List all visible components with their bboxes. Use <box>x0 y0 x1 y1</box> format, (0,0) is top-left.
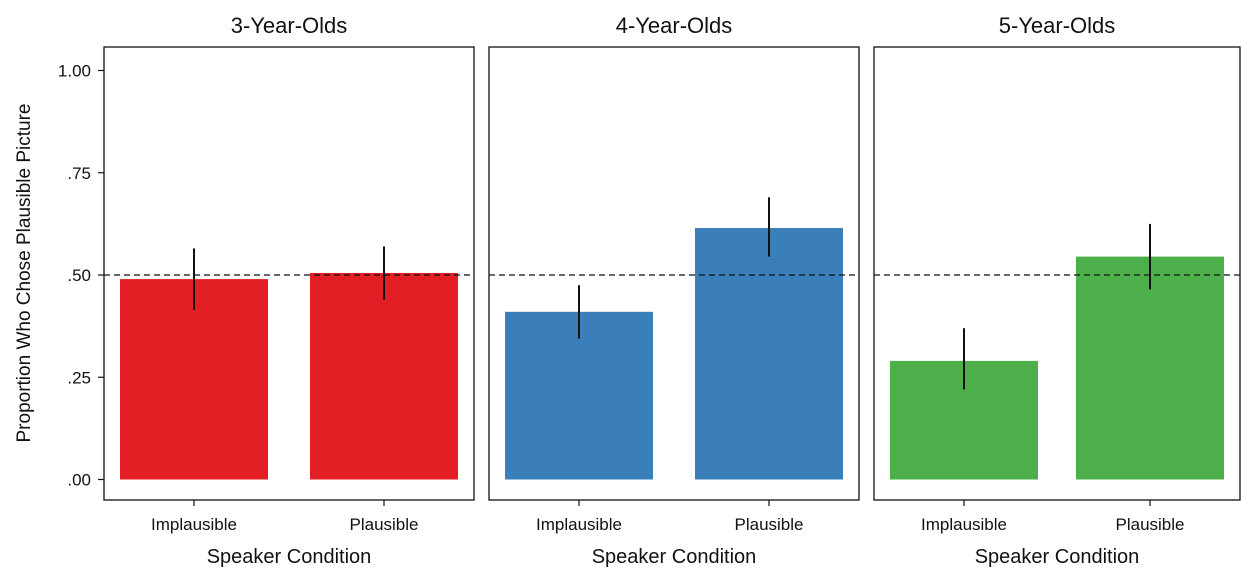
y-tick-label: 1.00 <box>58 62 91 81</box>
y-axis-title: Proportion Who Chose Plausible Picture <box>14 103 35 442</box>
y-tick-label: .00 <box>67 471 91 490</box>
panels: 3-Year-Olds Implausible Plausible Speaker C… <box>103 13 1241 568</box>
y-tick-label: .25 <box>67 368 91 387</box>
panel-frame <box>873 46 1241 501</box>
panel-frame <box>488 46 860 501</box>
panel-title: 5-Year-Olds <box>999 13 1116 38</box>
panel-title: 4-Year-Olds <box>616 13 733 38</box>
x-tick-label: Plausible <box>350 515 419 534</box>
y-tick-label: .75 <box>67 164 91 183</box>
panel-frame <box>103 46 475 501</box>
bar <box>505 311 653 480</box>
x-tick-label: Implausible <box>536 515 622 534</box>
y-tick-label: .50 <box>67 266 91 285</box>
panel-title: 3-Year-Olds <box>231 13 348 38</box>
x-axis-title: Speaker Condition <box>592 546 757 568</box>
x-tick-label: Plausible <box>735 515 804 534</box>
bar <box>120 279 268 480</box>
bar <box>310 272 458 480</box>
bar <box>695 227 843 480</box>
panel: 3-Year-Olds Implausible Plausible Speaker C… <box>103 13 475 568</box>
y-axis: .00 .25 .50 .75 1.00 <box>58 62 104 490</box>
x-tick-label: Implausible <box>921 515 1007 534</box>
panel: 5-Year-Olds Implausible Plausible Speaker C… <box>873 13 1241 568</box>
panel: 4-Year-Olds Implausible Plausible Speaker C… <box>488 13 860 568</box>
x-tick-label: Implausible <box>151 515 237 534</box>
bar <box>1076 256 1224 480</box>
x-axis-title: Speaker Condition <box>975 546 1140 568</box>
x-axis-title: Speaker Condition <box>207 546 372 568</box>
x-tick-label: Plausible <box>1116 515 1185 534</box>
